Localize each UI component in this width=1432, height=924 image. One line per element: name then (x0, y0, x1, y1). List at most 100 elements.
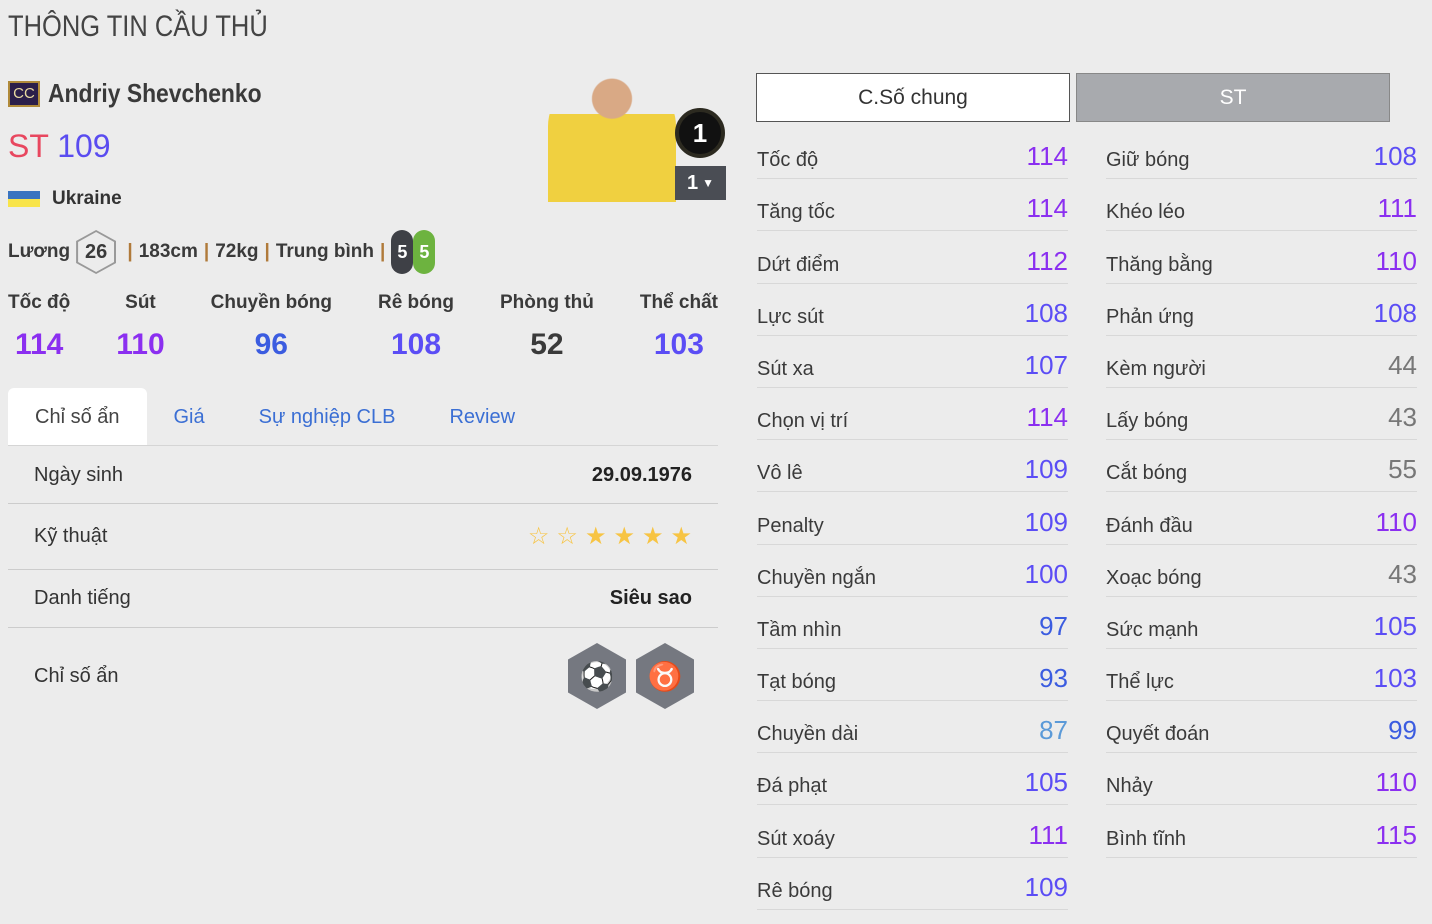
right-foot-icon: 5 (413, 230, 436, 274)
stat-label: Sức mạnh (1106, 618, 1199, 641)
body-type: Trung bình (275, 241, 374, 262)
summary-value: 96 (254, 328, 288, 361)
stat-row: Chuyền dài 87 (757, 701, 1068, 754)
stat-value: 110 (1375, 245, 1417, 276)
stat-value: 44 (1388, 349, 1417, 380)
stat-label: Sút xoáy (757, 827, 835, 850)
stat-label: Bình tĩnh (1106, 827, 1187, 850)
skill-stars: ☆ ☆ ★ ★ ★ ★ (521, 522, 692, 551)
upgrade-level: 1 (686, 171, 699, 194)
hidden-traits-row: Chỉ số ẩn ⚽ ♉ (8, 628, 718, 724)
stat-label: Phản ứng (1106, 305, 1194, 328)
stats-left-column: Tốc độ 114 Tăng tốc 114 Dứt điểm 112 Lực sút 10… (757, 127, 1068, 910)
summary-label: Rê bóng (377, 292, 454, 313)
stat-label: Giữ bóng (1106, 149, 1190, 172)
summary-label: Thể chất (639, 292, 718, 313)
summary-value: 114 (14, 328, 64, 361)
stat-value: 87 (1039, 715, 1068, 746)
stat-label: Khéo léo (1106, 201, 1185, 224)
stat-row: Tốc độ 114 (757, 127, 1068, 180)
tab-3[interactable]: Review (449, 406, 516, 428)
stat-value: 99 (1388, 715, 1417, 746)
salary-label: Lương (8, 241, 71, 262)
tab-1[interactable]: Giá (173, 406, 205, 428)
stat-row: Xoạc bóng 43 (1106, 545, 1417, 597)
general-stats-button[interactable]: C.Số chung (756, 73, 1070, 122)
stat-label: Đánh đầu (1106, 514, 1193, 537)
stat-row: Vô lê 109 (757, 440, 1068, 493)
reputation-row: Danh tiếng Siêu sao (8, 570, 718, 628)
overall: 109 (57, 128, 111, 164)
stat-label: Penalty (757, 514, 824, 537)
position-stats-button[interactable]: ST (1076, 73, 1390, 122)
stat-row: Tạt bóng 93 (757, 649, 1068, 702)
player-name: Andriy Shevchenko (48, 78, 262, 108)
stat-label: Tăng tốc (757, 201, 835, 224)
summary-value: 52 (530, 328, 564, 361)
summary-stat: Sút 110 (116, 292, 164, 362)
stat-row: Rê bóng 109 (757, 858, 1068, 910)
caret-down-icon: ▼ (702, 176, 714, 190)
tab-2[interactable]: Sự nghiệp CLB (258, 406, 396, 428)
stat-row: Dứt điểm 112 (757, 231, 1068, 284)
stat-value: 114 (1026, 141, 1068, 172)
stat-label: Nhảy (1106, 775, 1153, 798)
stat-row: Kèm người 44 (1106, 336, 1417, 388)
position: ST (8, 128, 49, 164)
summary-stat: Chuyền bóng 96 (211, 292, 332, 362)
summary-label: Chuyền bóng (210, 292, 333, 313)
stat-value: 114 (1026, 193, 1068, 224)
stat-row: Thăng bằng 110 (1106, 231, 1417, 284)
player-photo (548, 76, 676, 202)
summary-value: 108 (390, 328, 442, 361)
stat-label: Chuyền dài (757, 723, 859, 746)
summary-stat: Thể chất 103 (640, 292, 718, 362)
summary-label: Sút (125, 292, 156, 313)
stat-value: 109 (1024, 871, 1068, 902)
stat-value: 111 (1028, 819, 1068, 850)
weight: 72kg (215, 241, 259, 262)
stat-label: Cắt bóng (1106, 462, 1188, 485)
bull-icon[interactable]: ♉ (636, 643, 694, 709)
stat-value: 110 (1375, 767, 1417, 798)
stat-row: Tầm nhìn 97 (757, 597, 1068, 649)
birth-value: 29.09.1976 (591, 463, 692, 486)
stat-row: Sức mạnh 105 (1106, 597, 1417, 649)
speed-dribbler-icon[interactable]: ⚽ (568, 643, 626, 709)
left-foot-icon: 5 (391, 230, 414, 274)
stat-label: Lực sút (757, 305, 824, 328)
stat-label: Chọn vị trí (757, 410, 849, 433)
stat-value: 55 (1388, 454, 1417, 485)
upgrade-level-dropdown[interactable]: 1 ▼ (675, 166, 726, 200)
stat-value: 115 (1375, 819, 1417, 850)
stat-row: Quyết đoán 99 (1106, 701, 1417, 754)
stat-value: 105 (1373, 610, 1417, 641)
star-filled-icon: ★ (613, 523, 635, 550)
summary-value: 110 (116, 328, 165, 361)
stat-label: Chuyền ngắn (757, 566, 876, 589)
stat-row: Đá phạt 105 (757, 753, 1068, 806)
stat-value: 43 (1388, 402, 1417, 433)
stat-label: Lấy bóng (1106, 410, 1189, 433)
stat-value: 105 (1024, 767, 1068, 798)
stat-label: Đá phạt (757, 775, 828, 798)
stat-row: Bình tĩnh 115 (1106, 805, 1417, 858)
stat-value: 109 (1024, 454, 1068, 485)
star-filled-icon: ★ (670, 523, 692, 550)
stat-label: Dứt điểm (757, 253, 840, 276)
tab-0[interactable]: Chỉ số ẩn (8, 388, 147, 445)
skill-label: Kỹ thuật (34, 525, 108, 547)
hidden-label: Chỉ số ẩn (34, 664, 119, 687)
stat-row: Sút xa 107 (757, 336, 1068, 388)
stat-value: 110 (1375, 506, 1417, 537)
reputation-value: Siêu sao (609, 587, 692, 609)
stat-value: 107 (1024, 349, 1068, 380)
birth-row: Ngày sinh 29.09.1976 (8, 447, 718, 504)
height: 183cm (138, 241, 198, 262)
stat-row: Tăng tốc 114 (757, 179, 1068, 232)
star-filled-icon: ★ (641, 523, 664, 550)
stat-value: 111 (1377, 193, 1417, 224)
team-color-badge: 1 (675, 108, 725, 158)
stat-row: Sút xoáy 111 (757, 805, 1068, 858)
stat-row: Chọn vị trí 114 (757, 388, 1068, 441)
